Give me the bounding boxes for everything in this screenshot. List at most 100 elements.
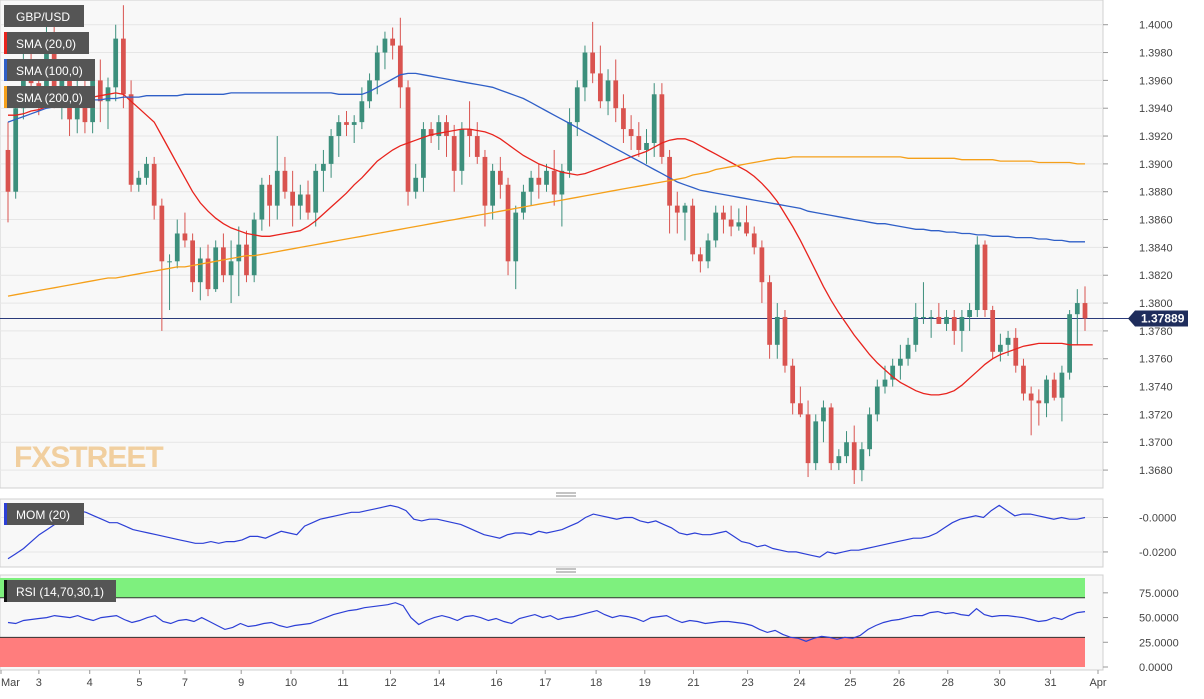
candle-up [1067,314,1072,373]
candle-down [1028,393,1034,401]
price-panel [0,0,1104,489]
price-tick-label: 1.3900 [1139,159,1173,171]
candle-down [659,94,665,157]
candle-down [621,108,626,130]
candle-up [1059,372,1065,398]
x-tick-label: 24 [793,677,805,689]
candle-up [528,177,534,192]
candle-up [213,247,219,290]
candle-down [590,52,596,74]
candle-up [928,316,934,318]
candle-down [405,87,411,192]
candle-down [267,184,272,206]
rsi-tick-label: 50.0000 [1139,613,1179,625]
rsi-tick-label: 75.0000 [1139,588,1179,600]
candle-up [251,219,257,276]
sma20-line [8,92,1093,396]
price-tick-label: 1.3880 [1139,187,1173,199]
candle-up [959,316,965,331]
candle-down [151,163,157,206]
legend-sma100-swatch [4,59,7,81]
candle-up [259,184,265,220]
candle-down [690,205,696,255]
candle-down [159,205,165,262]
candle-down [667,156,672,206]
candle-up [228,261,234,276]
candle-up [436,122,442,137]
candle-up [944,316,949,324]
candle-down [536,177,542,185]
x-tick-label: 26 [893,677,905,689]
axis-layer: 1.4000 1.3980 1.3960 1.3940 1.3920 1.3900 1.38… [0,20,1179,689]
legend-sma200[interactable]: SMA (200,0) [4,86,95,108]
x-tick-label: Apr [1089,677,1106,689]
price-tick-label: 1.3940 [1139,103,1173,115]
candle-down [990,310,996,352]
rsi-bands [0,578,1085,667]
legend-rsi-label: RSI (14,70,30,1) [16,585,104,599]
candle-down [951,316,957,331]
legend-mom[interactable]: MOM (20) [4,503,84,525]
candle-up [913,316,919,345]
candle-down [5,149,11,192]
candle-up [236,244,242,262]
candle-up [513,212,519,262]
candle-up [336,122,342,137]
candle-down [767,282,772,345]
legend-symbol-label: GBP/USD [16,10,70,24]
candles-layer [5,5,1088,484]
legend-sma20-swatch [4,32,7,54]
candle-up [813,421,819,464]
candle-down [344,122,349,125]
candle-down [428,129,434,137]
candle-down [505,184,511,262]
candle-down [467,129,472,137]
panel-splitter-2[interactable] [556,568,576,573]
price-tick-label: 1.3860 [1139,215,1173,227]
legend-mom-swatch [4,503,7,525]
candle-down [805,414,811,464]
candle-up [736,222,742,227]
legend-sma20-label: SMA (20,0) [16,37,76,51]
candle-up [359,101,365,123]
momentum-panel [0,498,1104,568]
watermark: FXSTREET [14,441,163,474]
candle-down [744,222,749,234]
grid-layer [0,24,1130,553]
x-tick-label: 12 [384,677,396,689]
legend-sma20[interactable]: SMA (20,0) [4,32,89,54]
candle-up [974,244,980,311]
candle-up [874,386,880,415]
legend-rsi[interactable]: RSI (14,70,30,1) [4,580,116,602]
price-tick-label: 1.3720 [1139,409,1173,421]
candle-up [297,194,303,206]
candle-up [821,407,826,422]
legend-symbol[interactable]: GBP/USD [4,5,84,27]
candle-up [321,163,326,171]
legend-sma100[interactable]: SMA (100,0) [4,59,95,81]
candle-down [782,316,788,366]
candle-down [190,240,195,283]
candle-up [113,38,119,88]
panel-splitter-1[interactable] [556,492,576,497]
price-tick-label: 1.3920 [1139,131,1173,143]
candle-down [97,80,103,102]
candle-down [628,129,634,137]
candle-up [774,316,780,345]
candle-down [128,94,134,185]
candle-down [728,219,734,227]
candle-up [490,170,496,206]
candle-up [174,233,180,262]
rsi-tick-label: 0.0000 [1139,662,1173,674]
candle-down [221,247,226,276]
candle-up [274,170,280,206]
x-tick-label: 23 [741,677,753,689]
candle-down [790,365,796,404]
x-tick-label: 9 [238,677,244,689]
x-tick-label: 31 [1044,677,1056,689]
mom-line [7,504,1086,560]
x-tick-label: 21 [687,677,699,689]
candle-down [551,170,557,195]
price-tick-label: 1.3780 [1139,326,1173,338]
candle-down [721,212,726,220]
